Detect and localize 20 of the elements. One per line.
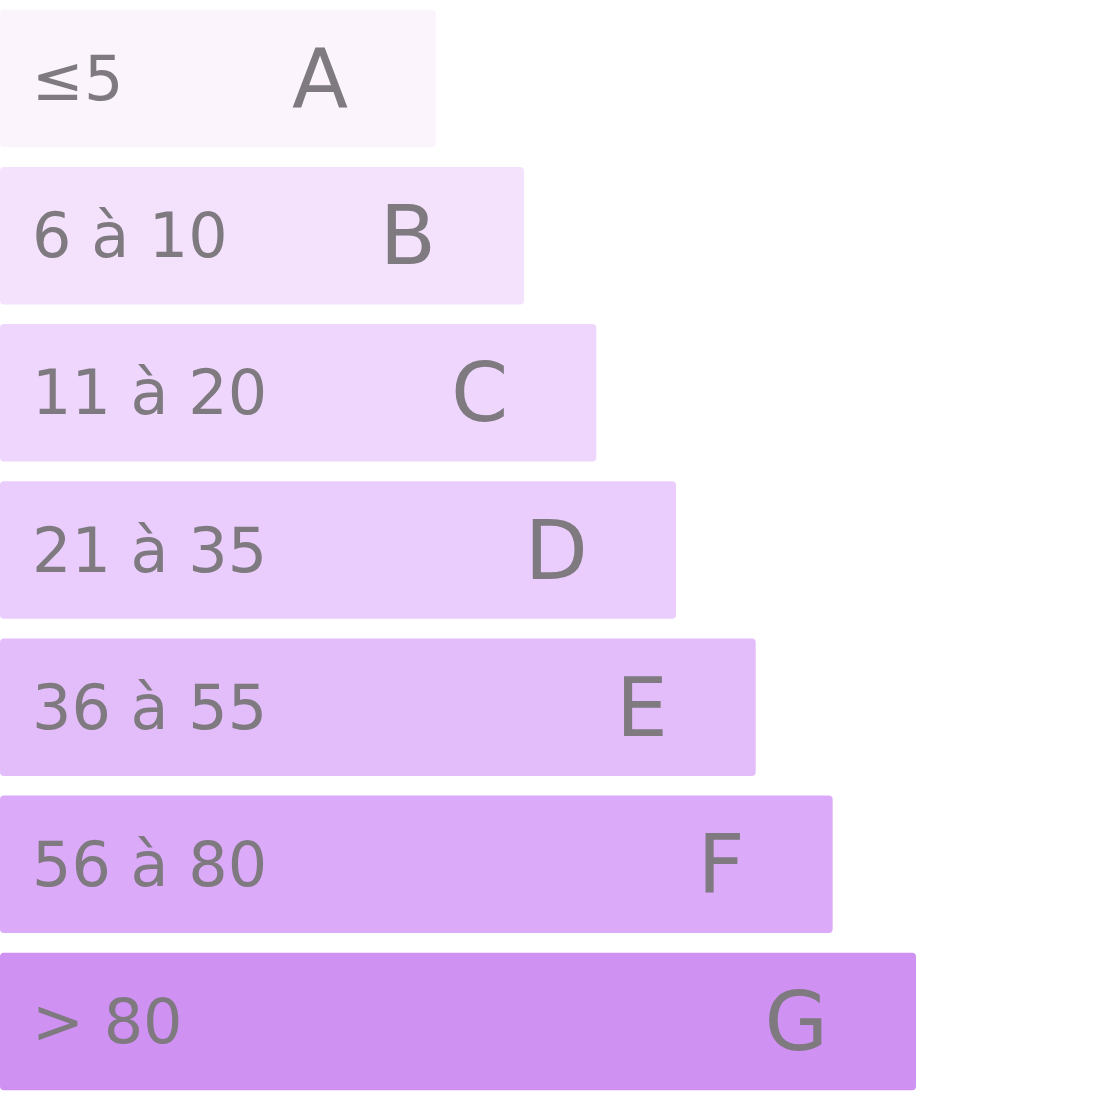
y-tick-label: ≤5: [32, 42, 124, 116]
y-tick-label: 21 à 35: [32, 513, 268, 587]
bar: [0, 166, 524, 305]
annotation: E: [615, 659, 668, 755]
annotation: B: [379, 188, 436, 284]
annotation: G: [764, 973, 828, 1069]
y-tick-label: 36 à 55: [32, 670, 268, 744]
annotation: A: [291, 31, 349, 127]
bar: [0, 481, 677, 619]
annotation: D: [524, 502, 589, 598]
bar: [0, 324, 597, 462]
bar: [0, 952, 916, 1091]
annotation: F: [697, 816, 745, 912]
y-tick-label: 11 à 20: [32, 356, 268, 430]
annotation: C: [451, 345, 509, 441]
y-tick-label: 56 à 80: [32, 827, 268, 901]
y-tick-label: > 80: [32, 984, 183, 1058]
bar: [0, 638, 756, 776]
bar: [0, 795, 833, 934]
y-tick-label: 6 à 10: [32, 199, 228, 273]
